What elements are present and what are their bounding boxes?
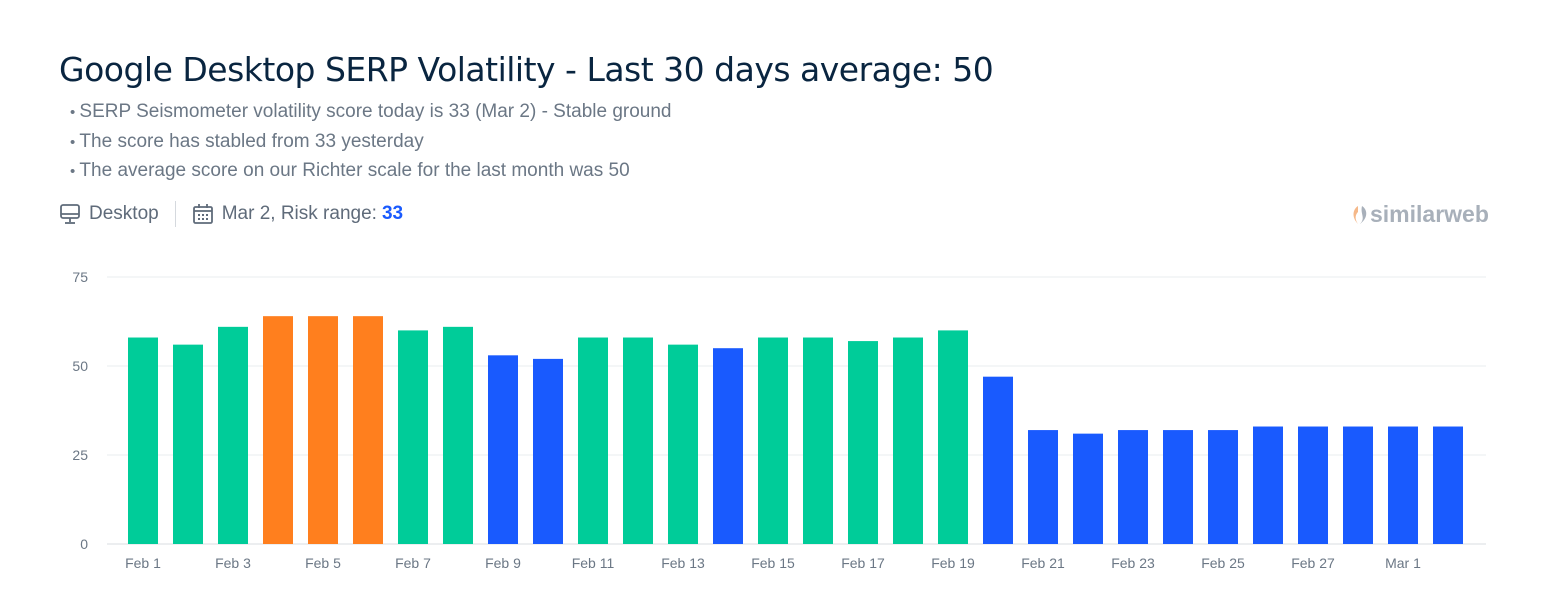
bar-feb-4 <box>263 316 293 544</box>
bar-feb-27 <box>1298 426 1328 544</box>
x-tick-label: Feb 17 <box>841 555 885 571</box>
bar-feb-17 <box>848 341 878 544</box>
y-tick-label: 25 <box>72 447 88 463</box>
x-tick-label: Feb 21 <box>1021 555 1065 571</box>
bar-feb-23 <box>1118 430 1148 544</box>
bar-feb-14 <box>713 348 743 544</box>
bar-feb-6 <box>353 316 383 544</box>
bar-feb-15 <box>758 337 788 544</box>
calendar-icon <box>192 204 213 224</box>
bar-feb-3 <box>218 326 248 544</box>
bar-feb-2 <box>173 344 203 544</box>
summary-item: SERP Seismometer volatility score today … <box>70 98 671 128</box>
bar-feb-9 <box>488 355 518 544</box>
y-tick-label: 50 <box>72 358 88 374</box>
x-tick-label: Feb 27 <box>1291 555 1335 571</box>
monitor-icon <box>60 204 80 224</box>
device-label: Desktop <box>89 203 159 224</box>
x-tick-label: Feb 15 <box>751 555 795 571</box>
bar-feb-24 <box>1163 430 1193 544</box>
bar-feb-19 <box>938 330 968 544</box>
bar-feb-26 <box>1253 426 1283 544</box>
bar-feb-12 <box>623 337 653 544</box>
bar-feb-18 <box>893 337 923 544</box>
bar-feb-10 <box>533 358 563 544</box>
bar-feb-25 <box>1208 430 1238 544</box>
x-tick-label: Mar 1 <box>1385 555 1421 571</box>
summary-item: The average score on our Richter scale f… <box>70 157 671 187</box>
chart-meta: Desktop Mar 2, Risk range: 33 <box>59 201 403 227</box>
bar-feb-13 <box>668 344 698 544</box>
bar-feb-20 <box>983 376 1013 544</box>
x-tick-label: Feb 11 <box>572 555 615 571</box>
similarweb-logo-icon <box>1353 205 1367 224</box>
volatility-bar-chart: 0 25 50 75 Feb 1 Feb 3 Feb 5 Feb 7 Feb 9 Feb 11 Fe… <box>72 269 1486 571</box>
bar-feb-28 <box>1343 426 1373 544</box>
bar-feb-8 <box>443 326 473 544</box>
x-tick-label: Feb 1 <box>125 555 161 571</box>
x-tick-label: Feb 3 <box>215 555 251 571</box>
page-title: Google Desktop SERP Volatility - Last 30… <box>59 50 994 90</box>
logo-text: similarweb <box>1370 201 1489 227</box>
y-tick-label: 0 <box>80 536 88 552</box>
summary-list: SERP Seismometer volatility score today … <box>70 98 671 187</box>
summary-item: The score has stabled from 33 yesterday <box>70 128 671 158</box>
y-tick-label: 75 <box>72 269 88 285</box>
date-label: Mar 2, Risk range: <box>221 203 377 224</box>
risk-value: 33 <box>381 203 404 224</box>
x-tick-label: Feb 23 <box>1111 555 1155 571</box>
bar-feb-5 <box>308 316 338 544</box>
bar-feb-16 <box>803 337 833 544</box>
bar-mar-2 <box>1433 426 1463 544</box>
x-tick-label: Feb 19 <box>931 555 975 571</box>
bar-feb-22 <box>1073 433 1103 544</box>
divider <box>174 201 176 227</box>
x-tick-label: Feb 9 <box>485 555 521 571</box>
bar-feb-1 <box>128 337 158 544</box>
bar-feb-11 <box>578 337 608 544</box>
bar-feb-21 <box>1028 430 1058 544</box>
bar-mar-1 <box>1388 426 1418 544</box>
x-tick-label: Feb 5 <box>305 555 341 571</box>
similarweb-logo: similarweb <box>1350 201 1489 228</box>
bar-feb-7 <box>398 330 428 544</box>
x-tick-label: Feb 13 <box>661 555 705 571</box>
x-tick-label: Feb 25 <box>1201 555 1245 571</box>
x-tick-label: Feb 7 <box>395 555 431 571</box>
